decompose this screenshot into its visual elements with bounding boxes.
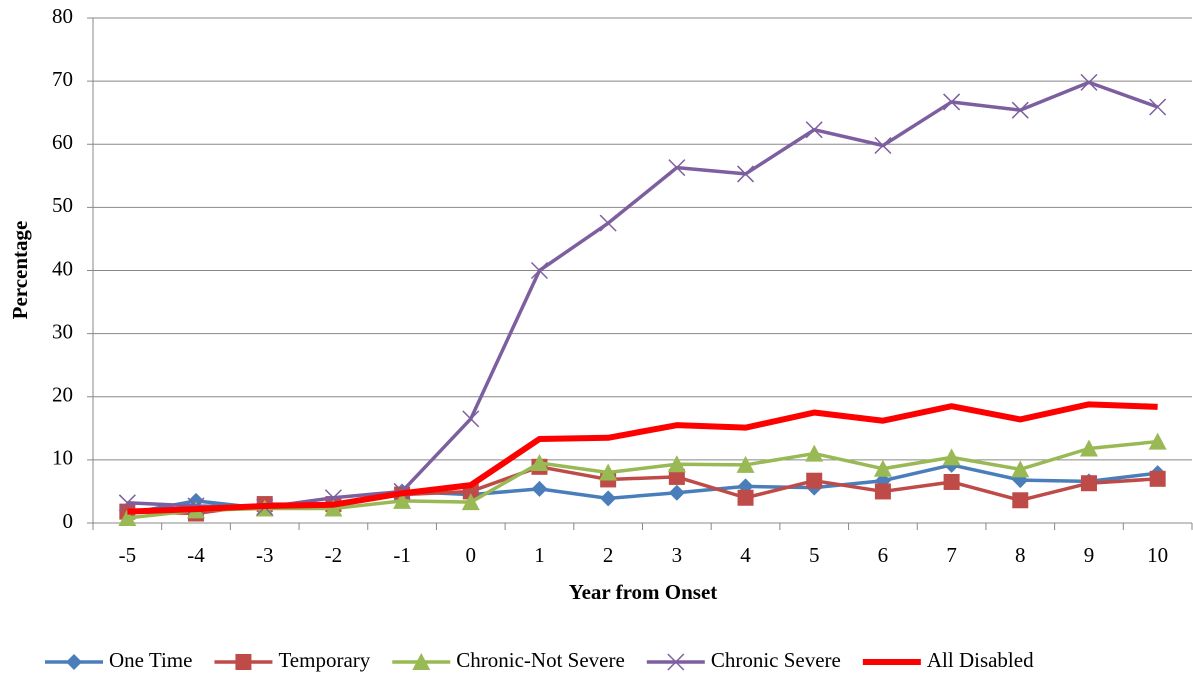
marker (531, 480, 548, 497)
legend-label: Chronic Severe (711, 648, 841, 672)
legend-marker (235, 654, 252, 670)
marker (668, 484, 685, 501)
marker (1079, 439, 1098, 457)
marker (599, 463, 618, 481)
marker (943, 93, 961, 111)
x-tick-label: 5 (809, 543, 820, 567)
x-tick-label: -3 (256, 543, 274, 567)
x-tick-label: 9 (1084, 543, 1095, 567)
legend-item: Temporary (214, 648, 371, 672)
x-tick-label: 0 (466, 543, 477, 567)
x-tick-label: -1 (393, 543, 411, 567)
x-tick-label: 8 (1015, 543, 1026, 567)
marker (737, 489, 754, 506)
legend-item: Chronic-Not Severe (392, 648, 625, 672)
x-tick-label: 1 (534, 543, 545, 567)
marker (873, 459, 892, 477)
x-tick-label: 4 (740, 543, 751, 567)
marker (599, 214, 617, 232)
marker (530, 454, 549, 472)
legend-label: One Time (109, 648, 192, 672)
marker (668, 159, 686, 177)
y-tick-label: 80 (52, 4, 73, 28)
x-axis-title: Year from Onset (569, 580, 718, 604)
x-tick-label: -2 (325, 543, 343, 567)
x-tick-label: 3 (672, 543, 683, 567)
x-tick-label: -4 (187, 543, 205, 567)
x-tick-label: 2 (603, 543, 614, 567)
marker (1148, 432, 1167, 450)
marker (737, 165, 755, 183)
x-tick-label: -5 (119, 543, 137, 567)
y-tick-label: 50 (52, 193, 73, 217)
series-line (127, 401, 1158, 515)
marker (1149, 98, 1167, 116)
marker (806, 472, 823, 489)
marker (462, 410, 480, 428)
marker (1149, 470, 1166, 487)
marker (600, 490, 617, 507)
y-tick-label: 40 (52, 256, 73, 280)
legend-marker (667, 653, 685, 671)
legend-marker (412, 653, 431, 670)
marker (1011, 101, 1029, 119)
x-tick-label: 7 (946, 543, 957, 567)
legend-label: Chronic-Not Severe (456, 648, 625, 672)
marker (1012, 492, 1029, 509)
x-tick-label: 10 (1147, 543, 1168, 567)
marker (461, 493, 480, 511)
marker (942, 448, 961, 466)
marker (118, 508, 137, 526)
y-tick-label: 70 (52, 67, 73, 91)
marker (1080, 73, 1098, 91)
marker (736, 455, 755, 473)
marker (324, 499, 343, 517)
marker (805, 444, 824, 462)
legend-item: All Disabled (862, 648, 1034, 672)
legend-item: Chronic Severe (646, 648, 841, 672)
marker (874, 136, 892, 155)
marker (530, 261, 548, 280)
y-tick-label: 60 (52, 130, 73, 154)
legend-item: One Time (45, 648, 192, 672)
legend-label: Temporary (278, 648, 370, 672)
marker (874, 483, 891, 500)
marker (1011, 460, 1030, 478)
marker (667, 455, 686, 473)
y-tick-label: 0 (63, 509, 74, 533)
y-axis-title: Percentage (8, 221, 32, 320)
y-tick-label: 20 (52, 383, 73, 407)
series-line (127, 80, 1159, 509)
marker (805, 121, 823, 139)
series-line (127, 439, 1158, 520)
legend-label: All Disabled (927, 648, 1034, 672)
y-tick-label: 30 (52, 319, 73, 343)
y-tick-label: 10 (52, 446, 73, 470)
x-tick-label: 6 (878, 543, 889, 567)
marker (668, 468, 685, 485)
marker (1080, 475, 1097, 492)
marker (393, 491, 412, 509)
legend-marker (66, 654, 82, 670)
marker (943, 473, 960, 490)
marker (118, 494, 136, 512)
